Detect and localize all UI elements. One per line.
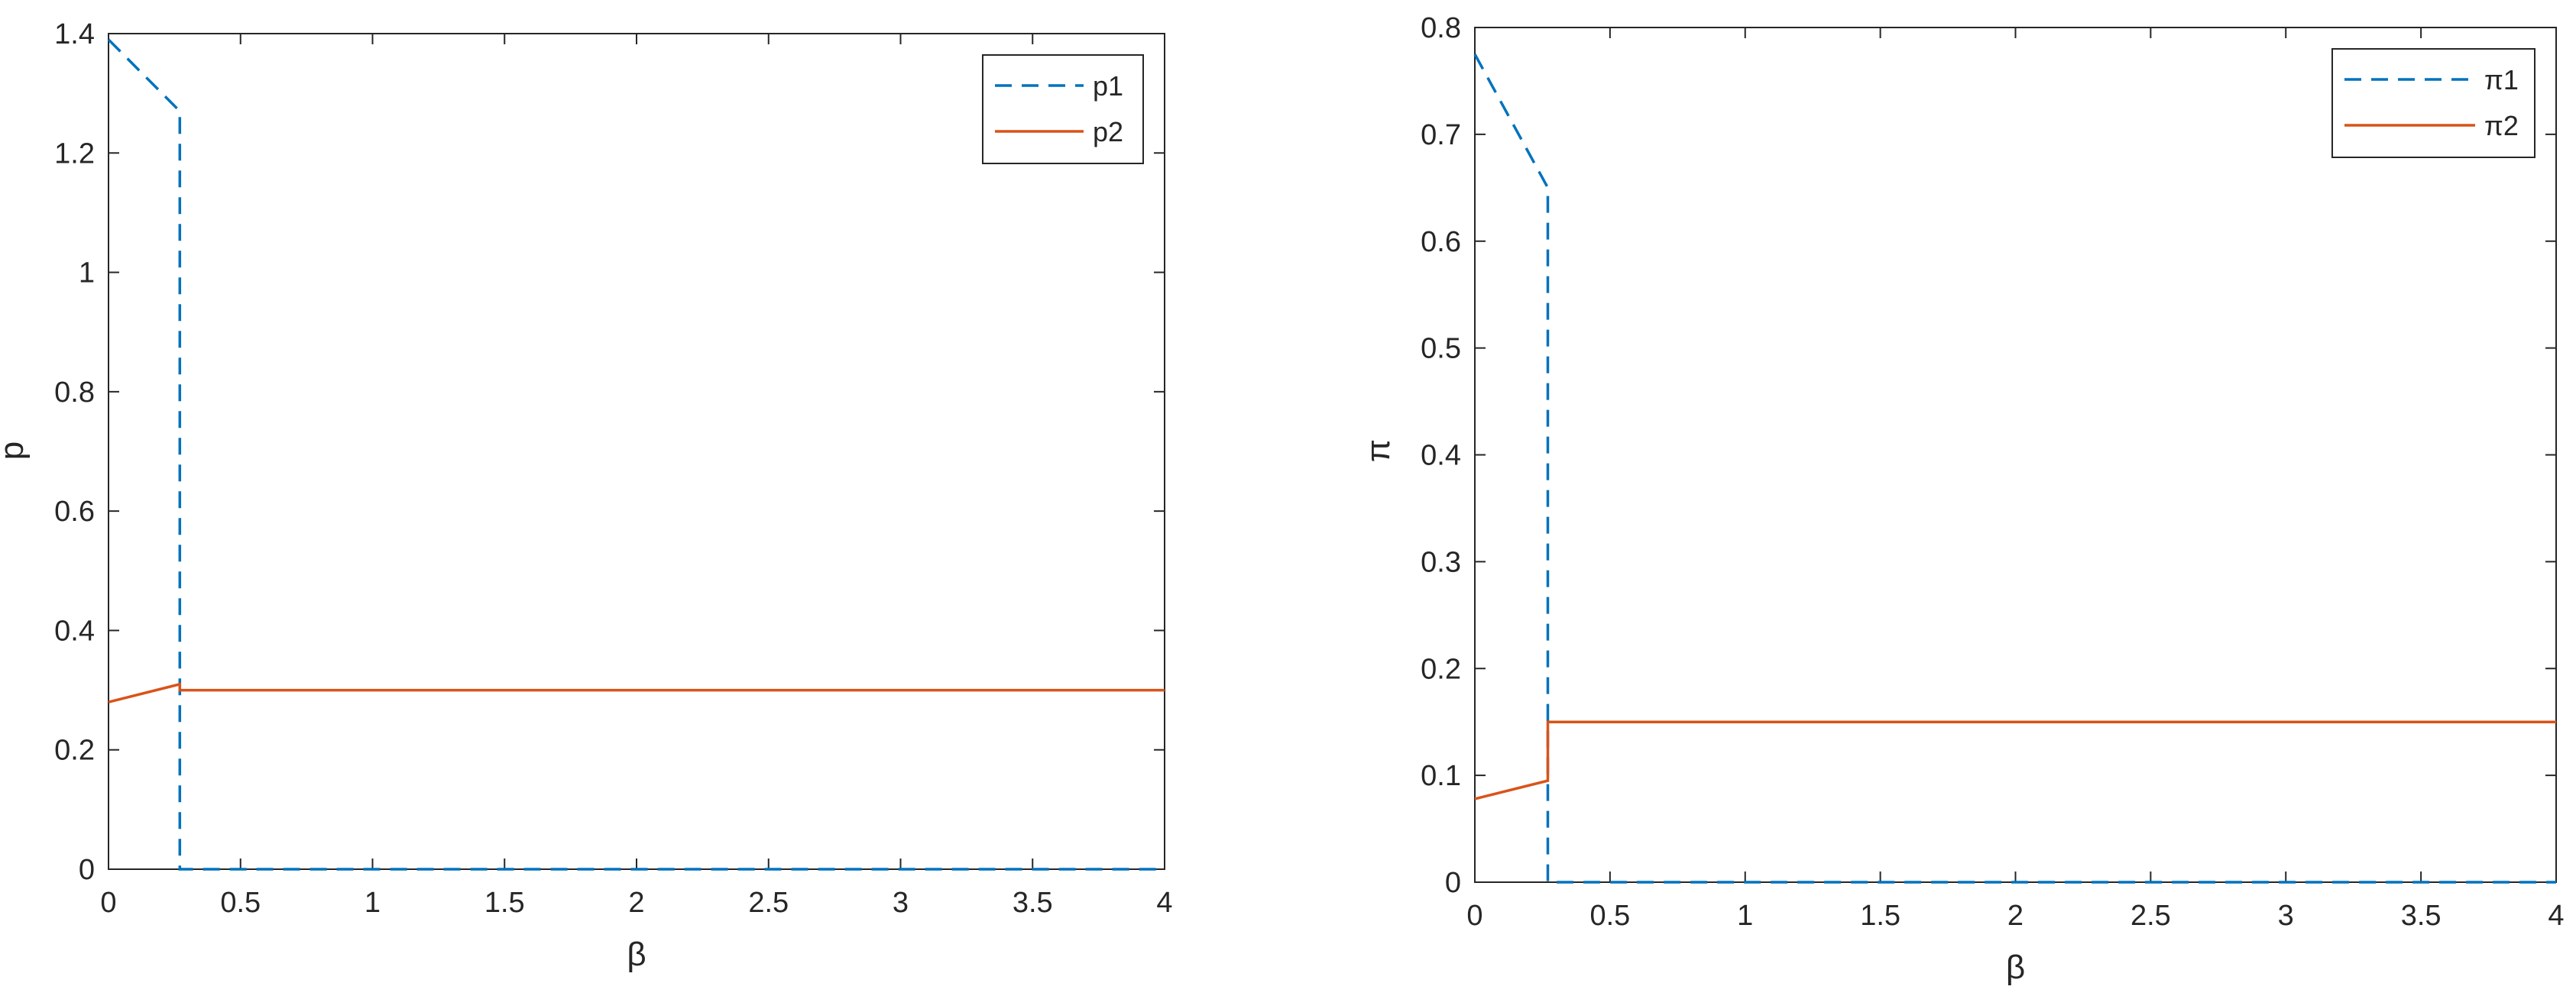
chart-price: 0 0.5 1 1.5 2 2.5 3 3.5 4 0 0.2 0.4 0.6 0.8 1 1.2 1.4 β p p… bbox=[0, 18, 1173, 973]
legend-box bbox=[2331, 48, 2535, 158]
series-line-p2 bbox=[108, 682, 1165, 703]
y-tick-label: 0 bbox=[1445, 867, 1461, 899]
series-line-p1 bbox=[107, 38, 1165, 871]
y-tick-label: 0 bbox=[79, 854, 95, 886]
y-tick-label: 0.8 bbox=[54, 377, 95, 409]
x-tick-label: 0.5 bbox=[220, 887, 261, 919]
legend-label-π1: π1 bbox=[2484, 64, 2519, 95]
y-tick-label: 0.6 bbox=[54, 496, 95, 528]
x-tick-label: 4 bbox=[2548, 900, 2564, 932]
y-tick-label: 0.4 bbox=[54, 615, 95, 647]
x-tick-label: 4 bbox=[1156, 887, 1172, 919]
x-tick-label: 0 bbox=[100, 887, 116, 919]
y-tick-label: 0.3 bbox=[1421, 546, 1461, 578]
x-tick-label: 2 bbox=[628, 887, 644, 919]
x-tick-label: 1 bbox=[1737, 900, 1753, 932]
x-tick-label: 0 bbox=[1466, 900, 1482, 932]
series-line-π1 bbox=[1473, 53, 2556, 884]
y-tick-label: 0.8 bbox=[1421, 12, 1461, 44]
x-tick-label: 1.5 bbox=[484, 887, 525, 919]
y-tick-label: 1.4 bbox=[54, 18, 95, 50]
x-tick-label: 3.5 bbox=[2401, 900, 2442, 932]
x-axis-label: β bbox=[627, 936, 646, 973]
y-tick-label: 1.2 bbox=[54, 137, 95, 170]
legend-box bbox=[982, 54, 1144, 164]
x-tick-label: 0.5 bbox=[1589, 900, 1630, 932]
plot-area bbox=[108, 33, 1165, 870]
y-axis-label: p bbox=[0, 441, 31, 460]
y-axis-label: π bbox=[1359, 439, 1397, 462]
x-tick-label: 1 bbox=[365, 887, 381, 919]
y-tick-label: 0.7 bbox=[1421, 119, 1461, 151]
y-tick-label: 0.6 bbox=[1421, 226, 1461, 258]
chart-profit: 0 0.5 1 1.5 2 2.5 3 3.5 4 0 0.1 0.2 0.3 0.4 0.5 0.6 0.7 0… bbox=[1359, 12, 2565, 986]
x-tick-label: 3 bbox=[2278, 900, 2294, 932]
legend-label-p1: p1 bbox=[1093, 70, 1123, 102]
x-tick-label: 2.5 bbox=[748, 887, 789, 919]
x-tick-label: 2 bbox=[2007, 900, 2024, 932]
x-tick-label: 1.5 bbox=[1860, 900, 1900, 932]
x-tick-label: 2.5 bbox=[2130, 900, 2171, 932]
y-tick-label: 0.2 bbox=[1421, 653, 1461, 685]
y-tick-label: 0.2 bbox=[54, 735, 95, 767]
plot-area bbox=[1474, 27, 2557, 883]
y-tick-label: 0.5 bbox=[1421, 333, 1461, 365]
x-tick-label: 3.5 bbox=[1013, 887, 1053, 919]
legend-label-p2: p2 bbox=[1093, 116, 1123, 147]
y-tick-label: 1 bbox=[79, 257, 95, 289]
y-tick-label: 0.1 bbox=[1421, 760, 1461, 792]
x-axis-label: β bbox=[2006, 949, 2025, 986]
legend-label-π2: π2 bbox=[2484, 110, 2519, 141]
y-tick-label: 0.4 bbox=[1421, 440, 1461, 472]
x-tick-label: 3 bbox=[893, 887, 909, 919]
series-line-π2 bbox=[1474, 720, 2556, 800]
